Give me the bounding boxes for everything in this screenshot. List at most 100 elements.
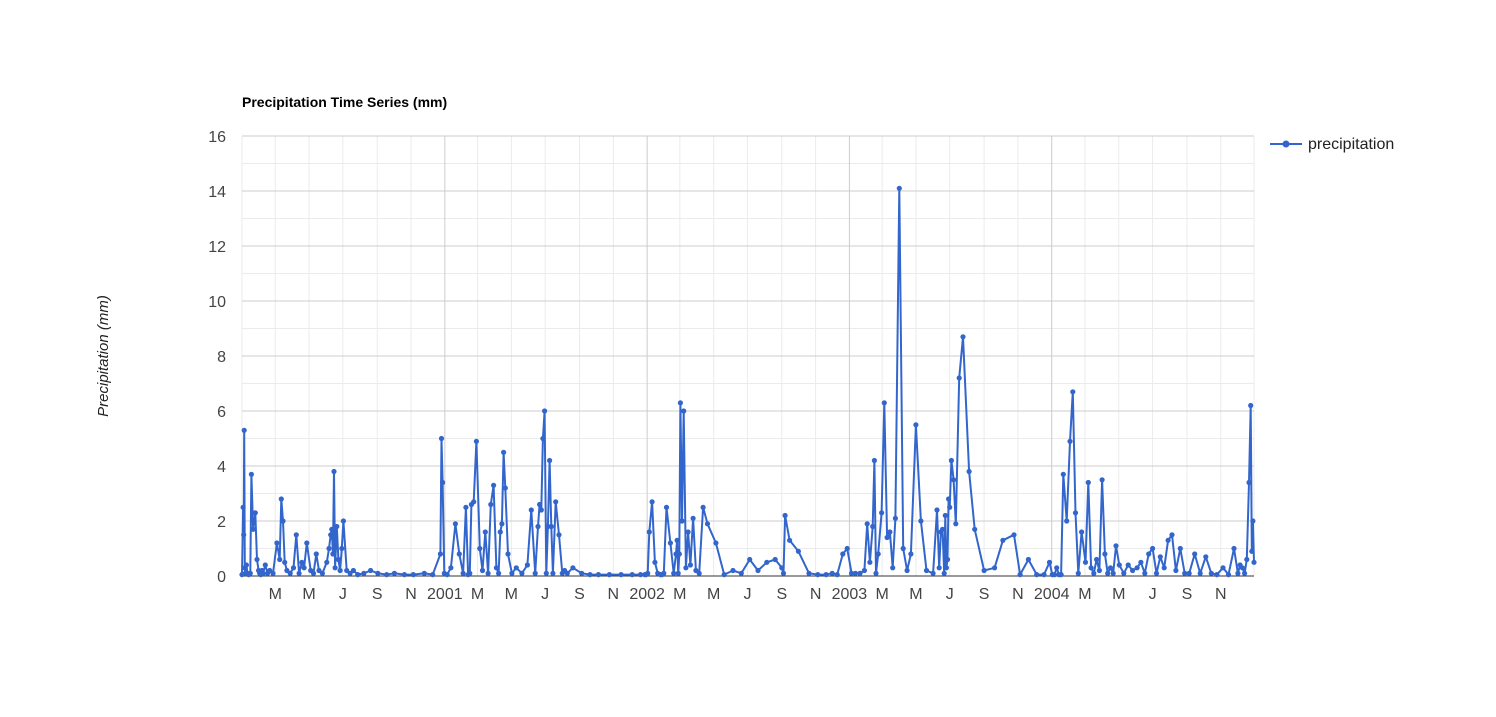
data-point[interactable] <box>254 556 260 563</box>
data-point[interactable] <box>1244 556 1250 563</box>
data-point[interactable] <box>1058 572 1064 578</box>
data-point[interactable] <box>679 518 685 524</box>
data-point[interactable] <box>629 572 635 578</box>
data-point[interactable] <box>881 400 887 406</box>
data-point[interactable] <box>579 570 585 576</box>
data-point[interactable] <box>501 449 507 455</box>
data-point[interactable] <box>1113 543 1119 549</box>
data-point[interactable] <box>947 504 953 510</box>
data-point[interactable] <box>460 570 466 576</box>
data-point[interactable] <box>923 567 930 574</box>
data-point[interactable] <box>953 521 959 527</box>
data-point[interactable] <box>491 482 497 488</box>
data-point[interactable] <box>540 435 546 442</box>
data-point[interactable] <box>892 515 899 521</box>
data-point[interactable] <box>1102 551 1108 557</box>
data-point[interactable] <box>649 499 655 505</box>
data-point[interactable] <box>676 551 682 557</box>
data-point[interactable] <box>328 532 334 538</box>
data-point[interactable] <box>1060 471 1066 477</box>
data-point[interactable] <box>282 559 288 565</box>
data-point[interactable] <box>1225 572 1232 578</box>
data-point[interactable] <box>485 570 491 576</box>
data-point[interactable] <box>391 570 397 576</box>
data-point[interactable] <box>1051 572 1058 578</box>
data-point[interactable] <box>966 468 972 475</box>
data-point[interactable] <box>384 572 390 578</box>
data-point[interactable] <box>637 572 644 578</box>
data-point[interactable] <box>1182 570 1188 576</box>
data-point[interactable] <box>1088 565 1094 571</box>
data-point[interactable] <box>290 565 297 571</box>
data-point[interactable] <box>780 570 787 576</box>
data-point[interactable] <box>606 572 613 578</box>
data-point[interactable] <box>241 532 247 538</box>
data-point[interactable] <box>887 529 893 535</box>
data-point[interactable] <box>652 559 658 565</box>
data-point[interactable] <box>1082 559 1089 565</box>
data-point[interactable] <box>440 479 446 486</box>
data-point[interactable] <box>992 565 998 571</box>
data-point[interactable] <box>339 545 345 552</box>
data-point[interactable] <box>1220 565 1226 571</box>
data-point[interactable] <box>467 570 473 576</box>
data-point[interactable] <box>873 570 879 576</box>
data-point[interactable] <box>944 556 951 563</box>
data-point[interactable] <box>505 551 511 557</box>
data-point[interactable] <box>444 572 450 578</box>
data-point[interactable] <box>570 565 576 571</box>
data-point[interactable] <box>270 570 276 576</box>
data-point[interactable] <box>696 570 702 576</box>
data-point[interactable] <box>981 567 987 574</box>
data-point[interactable] <box>1242 570 1248 576</box>
data-point[interactable] <box>319 570 325 576</box>
data-point[interactable] <box>556 532 562 538</box>
data-point[interactable] <box>1041 572 1047 578</box>
data-point[interactable] <box>951 477 957 483</box>
data-point[interactable] <box>299 559 305 565</box>
data-point[interactable] <box>548 523 554 530</box>
data-point[interactable] <box>493 565 499 571</box>
data-point[interactable] <box>1173 567 1179 574</box>
data-point[interactable] <box>1000 537 1006 543</box>
data-point[interactable] <box>509 570 515 576</box>
data-point[interactable] <box>879 510 885 516</box>
data-point[interactable] <box>1169 532 1175 538</box>
data-point[interactable] <box>547 457 553 464</box>
data-point[interactable] <box>815 572 821 578</box>
data-point[interactable] <box>448 565 454 571</box>
data-point[interactable] <box>782 512 788 519</box>
data-point[interactable] <box>730 567 736 574</box>
data-point[interactable] <box>942 512 948 519</box>
data-point[interactable] <box>681 408 687 414</box>
data-point[interactable] <box>332 565 338 571</box>
data-point[interactable] <box>361 570 367 576</box>
data-point[interactable] <box>499 521 505 527</box>
data-point[interactable] <box>823 572 829 578</box>
data-point[interactable] <box>687 562 694 568</box>
data-point[interactable] <box>844 545 850 552</box>
data-point[interactable] <box>646 529 652 535</box>
data-point[interactable] <box>1235 570 1241 576</box>
data-point[interactable] <box>252 510 258 516</box>
data-point[interactable] <box>936 565 942 571</box>
data-point[interactable] <box>248 471 254 477</box>
data-point[interactable] <box>247 570 253 576</box>
data-point[interactable] <box>1208 570 1214 576</box>
data-point[interactable] <box>326 545 332 552</box>
data-point[interactable] <box>463 504 469 510</box>
data-point[interactable] <box>939 526 946 532</box>
data-point[interactable] <box>313 551 319 557</box>
data-point[interactable] <box>310 570 317 576</box>
data-point[interactable] <box>1099 477 1105 483</box>
data-point[interactable] <box>829 570 835 576</box>
data-point[interactable] <box>497 529 503 535</box>
data-point[interactable] <box>293 532 299 538</box>
data-point[interactable] <box>535 523 541 530</box>
data-point[interactable] <box>304 540 310 546</box>
data-point[interactable] <box>502 485 508 491</box>
data-point[interactable] <box>867 559 873 565</box>
data-point[interactable] <box>479 567 486 574</box>
data-point[interactable] <box>262 562 268 568</box>
data-point[interactable] <box>456 551 462 557</box>
